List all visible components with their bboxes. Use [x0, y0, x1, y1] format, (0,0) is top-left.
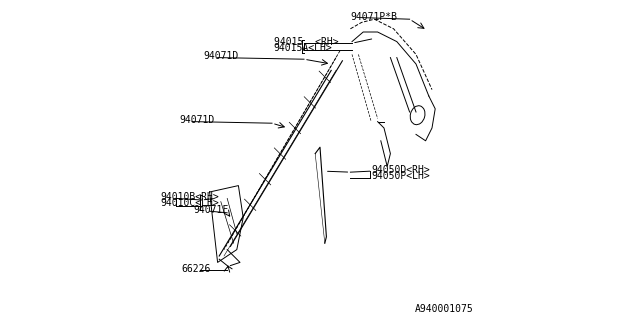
Text: 94050P<LH>: 94050P<LH> — [371, 171, 430, 181]
Text: 94071P*B: 94071P*B — [351, 12, 397, 22]
Text: 94050D<RH>: 94050D<RH> — [371, 164, 430, 175]
Text: 94015  <RH>: 94015 <RH> — [274, 36, 338, 47]
Text: 94010C<LH>: 94010C<LH> — [161, 198, 220, 208]
Text: A940001075: A940001075 — [415, 304, 474, 314]
Text: 94071D: 94071D — [180, 115, 215, 125]
Text: 94071F: 94071F — [193, 204, 229, 215]
Text: 66226: 66226 — [182, 264, 211, 274]
Text: 94010B<RH>: 94010B<RH> — [161, 192, 220, 202]
Text: 94071D: 94071D — [204, 51, 239, 61]
Text: 94015A<LH>: 94015A<LH> — [274, 43, 332, 53]
